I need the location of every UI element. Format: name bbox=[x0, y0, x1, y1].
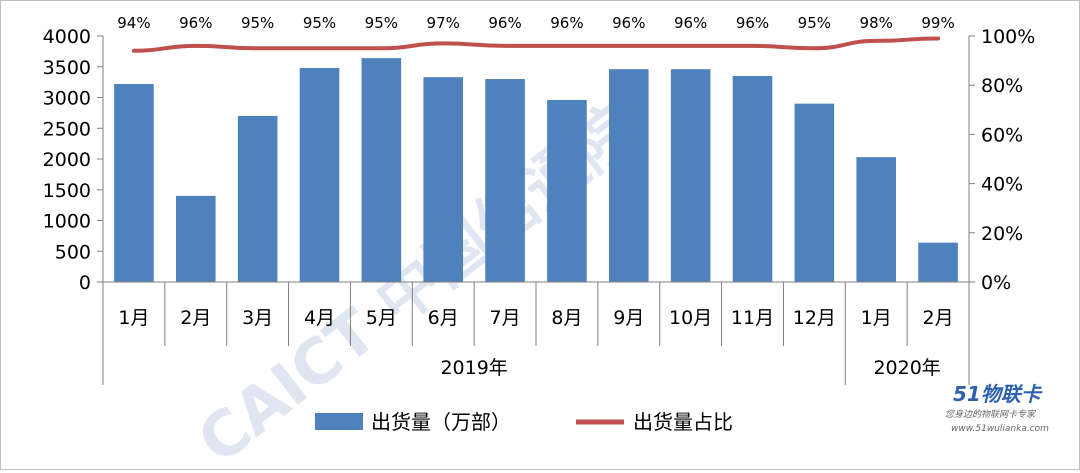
data-label: 95% bbox=[365, 14, 398, 32]
legend-label-bars: 出货量（万部） bbox=[371, 410, 511, 434]
x-tick-label: 1月 bbox=[118, 307, 149, 329]
x-tick-label: 4月 bbox=[304, 307, 335, 329]
bar bbox=[547, 99, 587, 283]
y-tick-label-left: 2000 bbox=[43, 149, 91, 171]
data-label: 96% bbox=[674, 14, 707, 32]
bar bbox=[794, 103, 835, 283]
bar bbox=[361, 58, 402, 282]
data-label: 96% bbox=[550, 14, 583, 32]
x-tick-label: 6月 bbox=[428, 307, 459, 329]
group-label: 2019年 bbox=[440, 357, 507, 379]
data-label: 96% bbox=[736, 14, 769, 32]
data-label: 95% bbox=[303, 14, 336, 32]
bar bbox=[608, 69, 649, 283]
y-tick-label-right: 0% bbox=[981, 272, 1011, 294]
logo-tagline: 您身边的物联网卡专家 bbox=[945, 409, 1036, 420]
data-label: 94% bbox=[117, 14, 150, 32]
data-label: 97% bbox=[427, 14, 460, 32]
bar bbox=[299, 67, 340, 282]
y-tick-label-left: 1000 bbox=[43, 211, 91, 233]
data-label: 96% bbox=[612, 14, 645, 32]
y-tick-label-left: 1500 bbox=[43, 180, 91, 202]
bar bbox=[856, 157, 897, 282]
bar bbox=[485, 79, 525, 282]
x-tick-label: 1月 bbox=[861, 307, 892, 329]
bar bbox=[732, 75, 773, 282]
x-tick-label: 5月 bbox=[366, 307, 397, 329]
y-tick-label-right: 80% bbox=[981, 75, 1023, 97]
y-tick-label-right: 100% bbox=[981, 26, 1035, 48]
x-tick-label: 8月 bbox=[551, 307, 582, 329]
y-tick-label-left: 4000 bbox=[43, 26, 91, 48]
data-label: 95% bbox=[798, 14, 831, 32]
x-tick-label: 11月 bbox=[731, 307, 774, 329]
x-tick-label: 2月 bbox=[180, 307, 211, 329]
x-tick-label: 2月 bbox=[923, 307, 954, 329]
bar bbox=[114, 83, 154, 282]
x-tick-label: 9月 bbox=[613, 307, 644, 329]
bar bbox=[670, 69, 711, 283]
x-tick-label: 7月 bbox=[490, 307, 521, 329]
bar bbox=[918, 242, 958, 282]
y-tick-label-left: 500 bbox=[55, 241, 91, 263]
legend: 出货量（万部） 出货量占比 bbox=[315, 410, 733, 434]
y-tick-label-left: 2500 bbox=[43, 118, 91, 140]
y-tick-label-left: 3500 bbox=[43, 57, 91, 79]
legend-swatch-bars bbox=[315, 413, 363, 430]
x-tick-label: 10月 bbox=[669, 307, 712, 329]
bar bbox=[237, 115, 278, 282]
x-tick-label: 3月 bbox=[242, 307, 273, 329]
y-tick-label-right: 60% bbox=[981, 124, 1023, 146]
y-tick-label-right: 40% bbox=[981, 174, 1023, 196]
legend-label-line: 出货量占比 bbox=[633, 410, 733, 434]
group-label: 2020年 bbox=[873, 357, 940, 379]
bar bbox=[423, 77, 464, 282]
data-label: 98% bbox=[860, 14, 893, 32]
logo-text: 51物联卡 bbox=[953, 382, 1043, 406]
y-tick-label-left: 0 bbox=[79, 272, 91, 294]
y-tick-label-left: 3000 bbox=[43, 88, 91, 110]
share-line bbox=[131, 36, 941, 53]
x-tick-label: 12月 bbox=[793, 307, 836, 329]
data-label: 96% bbox=[179, 14, 212, 32]
y-tick-label-right: 20% bbox=[981, 223, 1023, 245]
logo-url: www.51wulianka.com bbox=[951, 424, 1049, 434]
data-label: 95% bbox=[241, 14, 274, 32]
data-label: 99% bbox=[921, 14, 954, 32]
bar bbox=[175, 195, 216, 282]
data-label: 96% bbox=[488, 14, 521, 32]
